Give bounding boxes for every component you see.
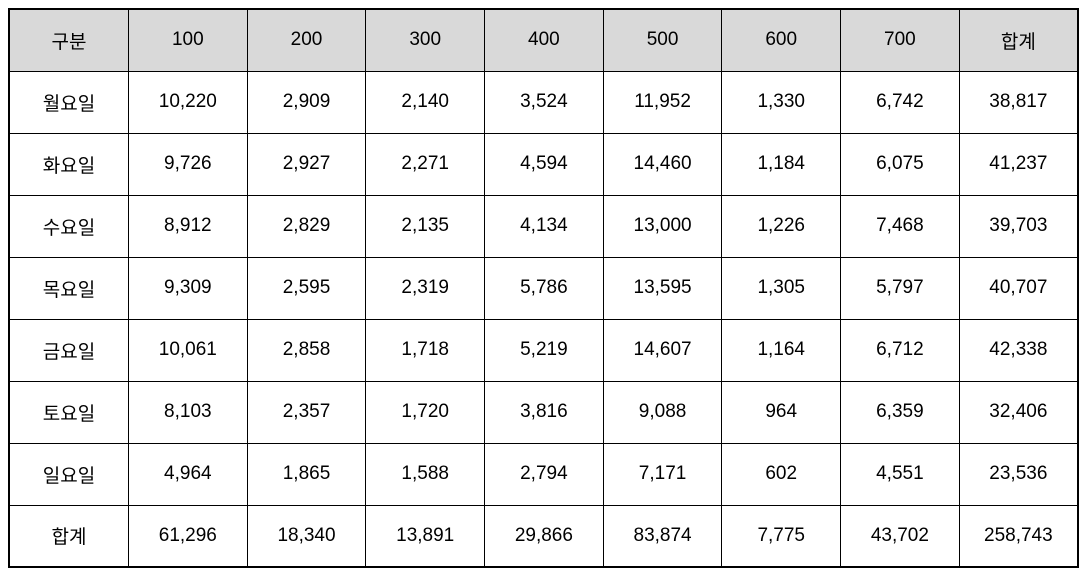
data-cell: 2,135	[366, 195, 485, 257]
data-cell: 8,912	[128, 195, 247, 257]
header-cell: 600	[722, 9, 841, 71]
data-cell: 258,743	[959, 505, 1078, 567]
header-cell: 구분	[9, 9, 128, 71]
data-cell: 1,305	[722, 257, 841, 319]
data-cell: 40,707	[959, 257, 1078, 319]
header-cell: 합계	[959, 9, 1078, 71]
data-cell: 11,952	[603, 71, 722, 133]
data-cell: 14,607	[603, 319, 722, 381]
data-cell: 2,140	[366, 71, 485, 133]
table-row: 합계 61,296 18,340 13,891 29,866 83,874 7,…	[9, 505, 1078, 567]
header-cell: 100	[128, 9, 247, 71]
data-cell: 2,858	[247, 319, 366, 381]
table-row: 수요일 8,912 2,829 2,135 4,134 13,000 1,226…	[9, 195, 1078, 257]
data-cell: 1,720	[366, 381, 485, 443]
data-cell: 602	[722, 443, 841, 505]
data-cell: 7,468	[841, 195, 960, 257]
data-cell: 29,866	[485, 505, 604, 567]
row-label: 수요일	[9, 195, 128, 257]
header-cell: 700	[841, 9, 960, 71]
data-cell: 23,536	[959, 443, 1078, 505]
data-cell: 1,718	[366, 319, 485, 381]
data-cell: 6,075	[841, 133, 960, 195]
data-cell: 5,786	[485, 257, 604, 319]
data-cell: 9,726	[128, 133, 247, 195]
data-cell: 1,226	[722, 195, 841, 257]
data-cell: 2,909	[247, 71, 366, 133]
data-cell: 4,964	[128, 443, 247, 505]
data-cell: 39,703	[959, 195, 1078, 257]
header-cell: 300	[366, 9, 485, 71]
data-cell: 964	[722, 381, 841, 443]
data-cell: 42,338	[959, 319, 1078, 381]
data-cell: 2,794	[485, 443, 604, 505]
data-cell: 13,891	[366, 505, 485, 567]
data-cell: 3,816	[485, 381, 604, 443]
data-cell: 4,134	[485, 195, 604, 257]
row-label: 화요일	[9, 133, 128, 195]
row-label: 토요일	[9, 381, 128, 443]
data-cell: 14,460	[603, 133, 722, 195]
row-label: 목요일	[9, 257, 128, 319]
data-cell: 32,406	[959, 381, 1078, 443]
data-cell: 1,164	[722, 319, 841, 381]
data-cell: 9,309	[128, 257, 247, 319]
table-row: 금요일 10,061 2,858 1,718 5,219 14,607 1,16…	[9, 319, 1078, 381]
data-cell: 2,927	[247, 133, 366, 195]
data-cell: 9,088	[603, 381, 722, 443]
data-cell: 2,319	[366, 257, 485, 319]
data-cell: 41,237	[959, 133, 1078, 195]
data-cell: 83,874	[603, 505, 722, 567]
row-label: 일요일	[9, 443, 128, 505]
data-cell: 1,588	[366, 443, 485, 505]
data-cell: 13,595	[603, 257, 722, 319]
header-cell: 200	[247, 9, 366, 71]
data-cell: 6,359	[841, 381, 960, 443]
data-cell: 5,797	[841, 257, 960, 319]
data-cell: 3,524	[485, 71, 604, 133]
data-cell: 2,595	[247, 257, 366, 319]
data-cell: 2,829	[247, 195, 366, 257]
row-label: 월요일	[9, 71, 128, 133]
row-label: 금요일	[9, 319, 128, 381]
table-row: 월요일 10,220 2,909 2,140 3,524 11,952 1,33…	[9, 71, 1078, 133]
data-cell: 38,817	[959, 71, 1078, 133]
data-cell: 10,220	[128, 71, 247, 133]
data-cell: 1,865	[247, 443, 366, 505]
row-label: 합계	[9, 505, 128, 567]
table-body: 월요일 10,220 2,909 2,140 3,524 11,952 1,33…	[9, 71, 1078, 567]
table-row: 화요일 9,726 2,927 2,271 4,594 14,460 1,184…	[9, 133, 1078, 195]
header-row: 구분 100 200 300 400 500 600 700 합계	[9, 9, 1078, 71]
data-cell: 13,000	[603, 195, 722, 257]
header-cell: 500	[603, 9, 722, 71]
data-cell: 6,712	[841, 319, 960, 381]
table-row: 토요일 8,103 2,357 1,720 3,816 9,088 964 6,…	[9, 381, 1078, 443]
data-cell: 8,103	[128, 381, 247, 443]
data-cell: 7,171	[603, 443, 722, 505]
data-cell: 4,551	[841, 443, 960, 505]
table-row: 일요일 4,964 1,865 1,588 2,794 7,171 602 4,…	[9, 443, 1078, 505]
data-cell: 18,340	[247, 505, 366, 567]
data-cell: 7,775	[722, 505, 841, 567]
header-cell: 400	[485, 9, 604, 71]
data-cell: 1,184	[722, 133, 841, 195]
data-cell: 4,594	[485, 133, 604, 195]
data-cell: 1,330	[722, 71, 841, 133]
data-cell: 43,702	[841, 505, 960, 567]
data-table: 구분 100 200 300 400 500 600 700 합계 월요일 10…	[8, 8, 1079, 568]
data-cell: 2,357	[247, 381, 366, 443]
data-cell: 5,219	[485, 319, 604, 381]
data-cell: 61,296	[128, 505, 247, 567]
table-row: 목요일 9,309 2,595 2,319 5,786 13,595 1,305…	[9, 257, 1078, 319]
data-cell: 2,271	[366, 133, 485, 195]
data-cell: 10,061	[128, 319, 247, 381]
data-cell: 6,742	[841, 71, 960, 133]
